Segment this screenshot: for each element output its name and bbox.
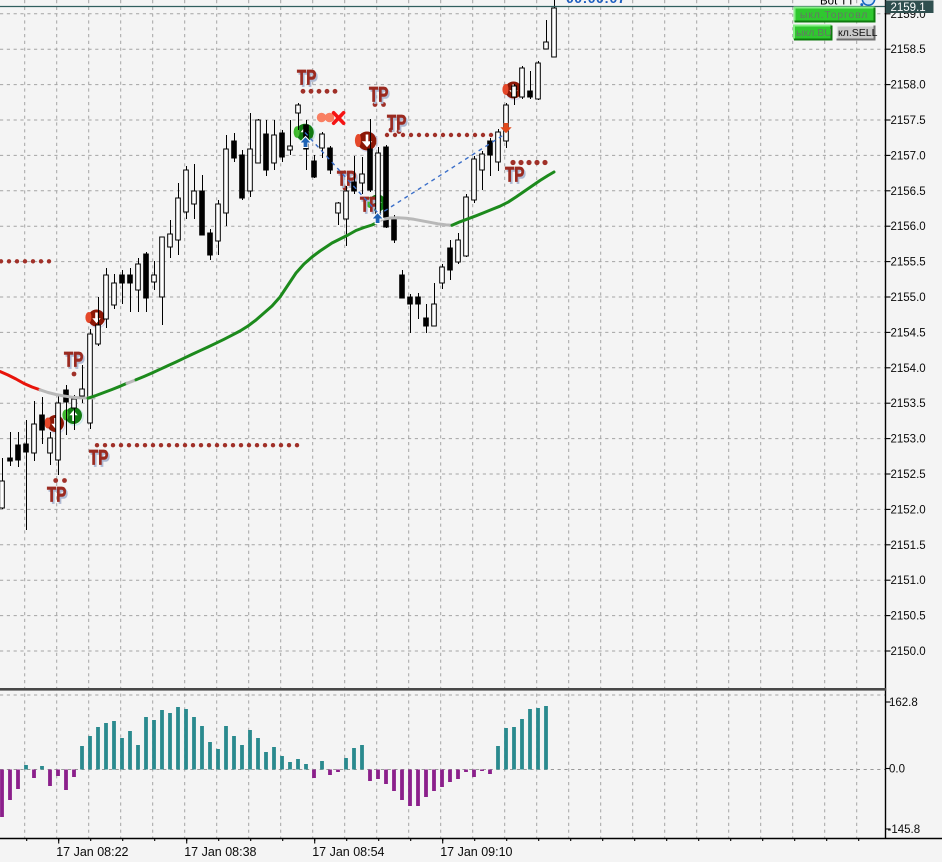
svg-text:2155.0: 2155.0 [891,292,926,304]
svg-text:TP: TP [371,84,390,108]
svg-text:2155.5: 2155.5 [891,257,926,269]
svg-text:2151.0: 2151.0 [891,575,926,587]
svg-text:2157.5: 2157.5 [891,115,926,127]
svg-text:TP: TP [505,162,524,186]
svg-text:2156.0: 2156.0 [891,221,926,233]
svg-text:2151.5: 2151.5 [891,540,926,552]
svg-text:TP: TP [47,482,66,506]
svg-text:TP: TP [91,447,110,471]
svg-text:ыкл.Торговл: ыкл.Торговл [800,9,868,21]
svg-text:2158.0: 2158.0 [891,80,926,92]
svg-text:00:00:07: 00:00:07 [566,0,626,6]
svg-text:Bot TT: Bot TT [820,0,854,7]
svg-text:2159.1: 2159.1 [891,2,926,14]
svg-text:TP: TP [507,164,526,188]
svg-text:2156.5: 2156.5 [891,186,926,198]
svg-text:TP: TP [387,110,406,134]
svg-text:2157.0: 2157.0 [891,150,926,162]
svg-text:TP: TP [369,82,388,106]
svg-text:2158.5: 2158.5 [891,44,926,56]
svg-text:2150.5: 2150.5 [891,611,926,623]
svg-text:2154.0: 2154.0 [891,363,926,375]
svg-text:-145.8: -145.8 [888,824,921,836]
svg-text:TP: TP [297,65,316,89]
svg-text:TP: TP [49,484,68,508]
svg-text:2152.5: 2152.5 [891,469,926,481]
svg-text:17 Jan 08:22: 17 Jan 08:22 [56,845,128,859]
svg-text:17 Jan 09:10: 17 Jan 09:10 [440,845,512,859]
svg-text:TP: TP [299,67,318,91]
svg-text:17 Jan 08:38: 17 Jan 08:38 [184,845,256,859]
svg-text:ыкл.BU: ыкл.BU [796,27,832,39]
svg-text:TP: TP [66,349,85,373]
svg-text:2153.5: 2153.5 [891,398,926,410]
svg-text:TP: TP [389,112,408,136]
svg-text:2152.0: 2152.0 [891,504,926,516]
svg-text:TP: TP [89,445,108,469]
svg-text:2153.0: 2153.0 [891,434,926,446]
svg-text:2150.0: 2150.0 [891,646,926,658]
svg-text:17 Jan 08:54: 17 Jan 08:54 [312,845,384,859]
svg-text:0.0: 0.0 [889,764,905,776]
svg-text:162.8: 162.8 [889,697,918,709]
svg-text:кл.SELL: кл.SELL [838,27,878,39]
svg-text:TP: TP [64,347,83,371]
svg-text:2154.5: 2154.5 [891,327,926,339]
